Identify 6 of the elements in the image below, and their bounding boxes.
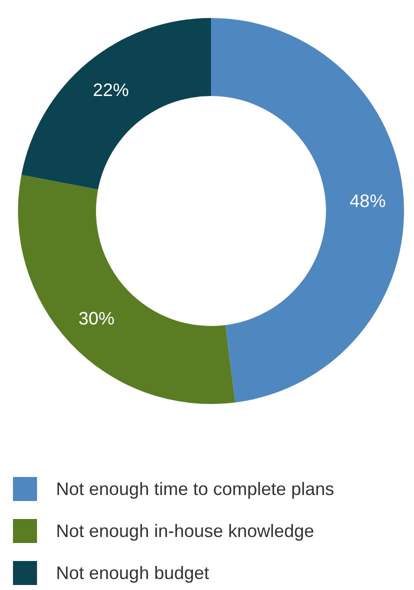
- legend-label: Not enough time to complete plans: [56, 479, 334, 499]
- data-label: 30%: [78, 308, 115, 328]
- legend-label: Not enough budget: [56, 563, 210, 583]
- data-label: 48%: [350, 191, 386, 212]
- legend-label: Not enough in-house knowledge: [56, 521, 314, 541]
- data-label: 22%: [92, 80, 129, 100]
